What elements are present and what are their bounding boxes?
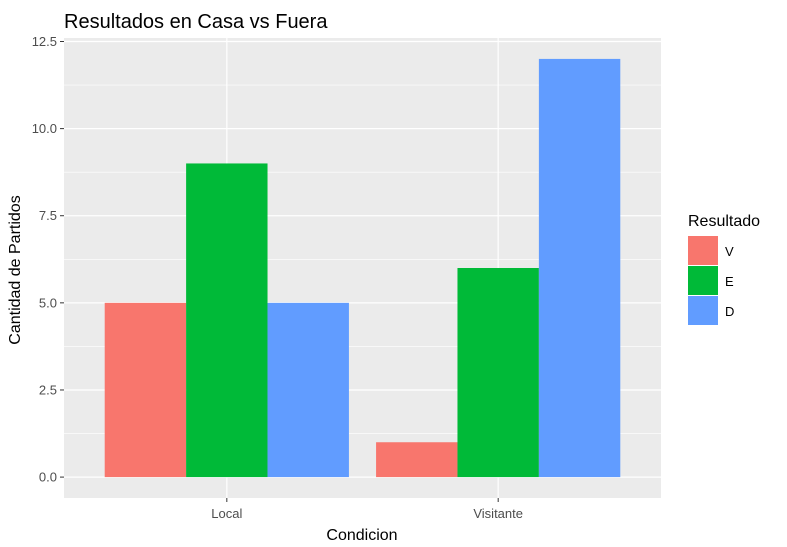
bar-E-Visitante [457, 268, 539, 478]
bars [104, 58, 621, 478]
legend-key-E [688, 266, 718, 295]
y-tick-label: 0.0 [39, 470, 57, 485]
bar-V-Visitante [376, 442, 458, 478]
y-tick-label: 7.5 [39, 208, 57, 223]
y-tick-label: 12.5 [32, 34, 57, 49]
y-tick-label: 2.5 [39, 382, 57, 397]
legend: VED [688, 236, 734, 325]
y-tick-label: 10.0 [32, 121, 57, 136]
chart-title: Resultados en Casa vs Fuera [64, 11, 328, 33]
legend-label: V [725, 244, 734, 259]
legend-label: D [725, 304, 734, 319]
bar-D-Visitante [538, 58, 621, 478]
x-tick-label: Local [211, 506, 242, 521]
bar-V-Local [104, 302, 187, 478]
x-axis: Local Visitante [211, 498, 523, 521]
y-tick-label: 5.0 [39, 295, 57, 310]
x-axis-title: Condicion [326, 527, 397, 544]
y-axis: 0.0 2.5 5.0 7.5 10.0 12.5 [32, 34, 64, 485]
legend-label: E [725, 274, 734, 289]
y-axis-title: Cantidad de Partidos [7, 195, 24, 344]
x-tick-label: Visitante [473, 506, 523, 521]
legend-title: Resultado [688, 213, 760, 230]
legend-key-V [688, 236, 718, 265]
bar-E-Local [186, 163, 268, 478]
legend-key-D [688, 296, 718, 325]
bar-D-Local [267, 302, 349, 478]
